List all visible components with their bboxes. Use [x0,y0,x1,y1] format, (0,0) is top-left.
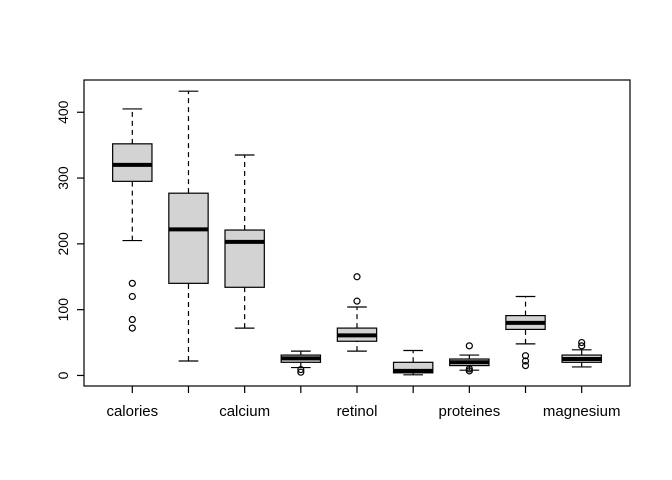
x-axis-label: retinol [337,403,378,420]
box-group-retinol: retinol [337,273,378,420]
x-axis-label: calories [106,403,158,420]
outlier-point [521,362,530,370]
box-group-unlabeled-3 [280,350,322,393]
x-axis-label: proteines [438,403,500,420]
outlier-point [465,367,473,375]
box-group-unlabeled-5 [392,349,434,393]
iqr-box [224,229,265,288]
x-axis-label: magnesium [543,403,621,420]
outlier-point [465,342,473,350]
y-tick-label: 0 [55,371,71,379]
outlier-point [353,273,361,281]
iqr-box [168,192,209,284]
box-group-unlabeled-1 [168,90,209,393]
box-group-calcium: calcium [219,154,270,420]
y-tick-label: 200 [55,232,71,256]
y-tick-label: 400 [55,100,71,124]
box-group-magnesium: magnesium [543,338,621,420]
outlier-point [578,342,586,350]
outlier-point [353,297,361,305]
outlier-point [297,365,305,374]
iqr-box [112,143,153,182]
x-axis-label: calcium [219,403,270,420]
y-tick-label: 300 [55,166,71,190]
outlier-point [521,357,530,365]
box-group-unlabeled-7 [505,295,546,393]
box-group-calories: calories [106,108,158,420]
outlier-point [128,324,136,332]
outlier-point [128,315,136,324]
y-tick-label: 100 [55,298,71,322]
outlier-point [128,279,136,287]
outlier-point [578,338,586,347]
outlier-point [128,292,136,301]
box-group-proteines: proteines [438,342,500,420]
outlier-point [521,352,530,360]
outlier-point [297,368,305,376]
